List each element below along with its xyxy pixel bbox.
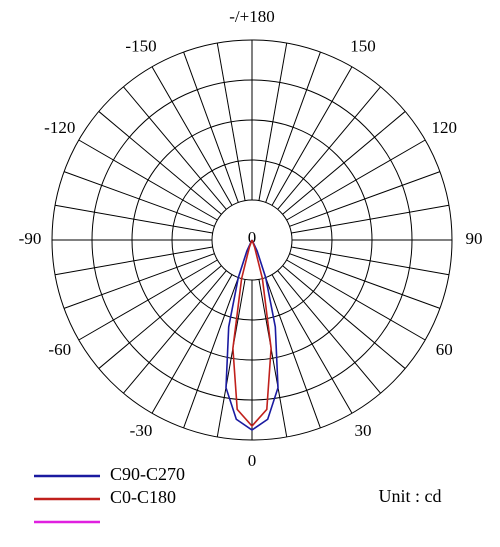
grid-spoke (271, 66, 353, 206)
grid-spoke (183, 51, 239, 203)
grid-spoke (63, 253, 215, 309)
grid-spoke (291, 204, 450, 234)
angle-tick-label: 30 (355, 421, 372, 440)
angle-tick-label: -120 (44, 118, 75, 137)
grid-spoke (282, 265, 406, 369)
grid-spoke (289, 171, 441, 227)
angle-tick-label: 150 (350, 37, 376, 56)
grid-spoke (151, 274, 233, 414)
angle-tick-label: -150 (125, 37, 156, 56)
angle-tick-label: -/+180 (229, 7, 274, 26)
grid-spoke (54, 204, 213, 234)
grid-spoke (78, 259, 218, 341)
grid-spoke (151, 66, 233, 206)
angle-tick-label: 120 (432, 118, 458, 137)
grid-spoke (54, 246, 213, 276)
grid-spoke (258, 279, 288, 438)
angle-tick-label: -60 (48, 340, 71, 359)
grid-spoke (271, 274, 353, 414)
legend-label: C0-C180 (110, 487, 176, 507)
grid-spoke (216, 279, 246, 438)
grid-spoke (63, 171, 215, 227)
grid-spoke (277, 270, 381, 394)
grid-spoke (258, 42, 288, 201)
angle-tick-label: 90 (466, 229, 483, 248)
grid-spoke (291, 246, 450, 276)
angle-tick-label: 0 (248, 451, 257, 470)
grid-spoke (265, 277, 321, 429)
legend-label: C90-C270 (110, 464, 185, 484)
grid-spoke (265, 51, 321, 203)
grid-spoke (98, 265, 222, 369)
grid-spoke (78, 139, 218, 221)
intensity-curve (225, 239, 279, 431)
grid-spoke (277, 86, 381, 210)
unit-annotation: Unit : cd (379, 486, 442, 506)
grid-spoke (183, 277, 239, 429)
grid-spoke (286, 139, 426, 221)
grid-spoke (286, 259, 426, 341)
radial-tick-label: 0 (248, 228, 257, 247)
grid-spoke (216, 42, 246, 201)
angle-tick-label: -30 (130, 421, 153, 440)
intensity-curve (232, 239, 272, 428)
angle-tick-label: 60 (436, 340, 453, 359)
grid-spoke (123, 270, 227, 394)
grid-spoke (123, 86, 227, 210)
angle-tick-label: -90 (19, 229, 42, 248)
grid-spoke (289, 253, 441, 309)
grid-spoke (98, 111, 222, 215)
grid-spoke (282, 111, 406, 215)
